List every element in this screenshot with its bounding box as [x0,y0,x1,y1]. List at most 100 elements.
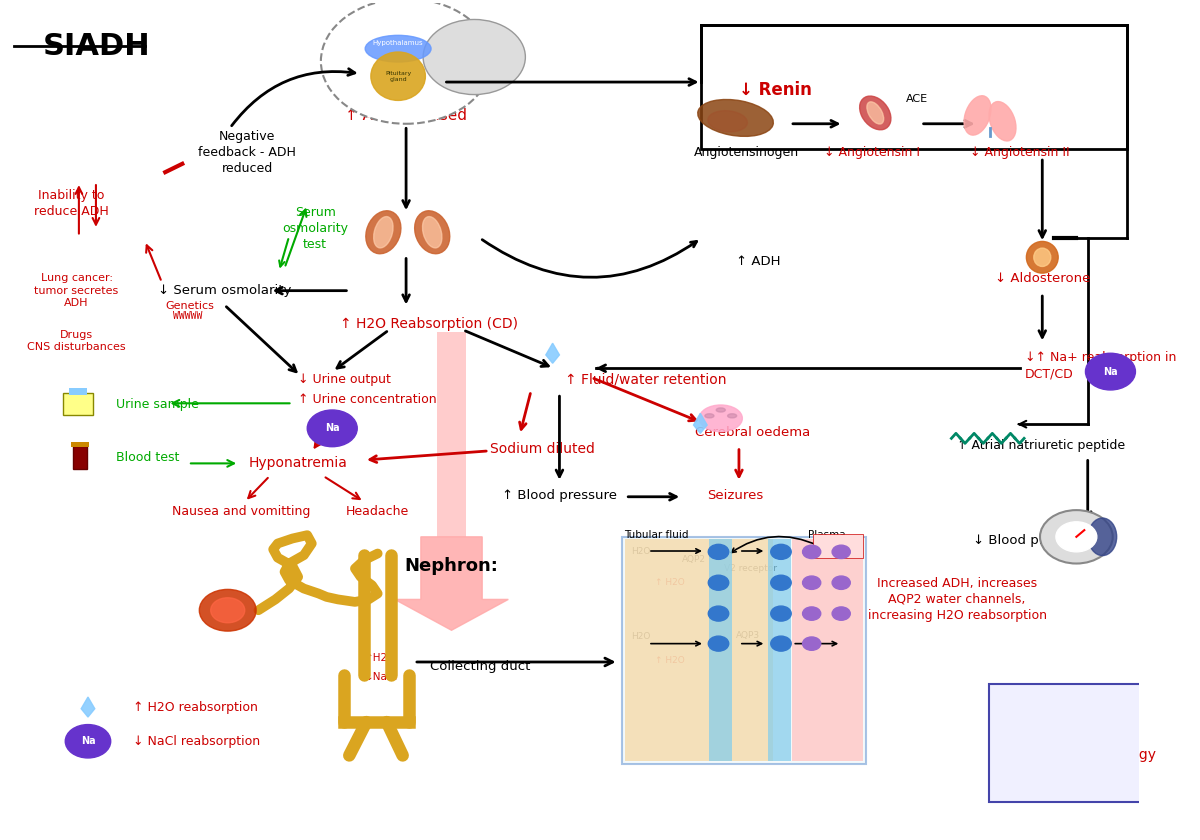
Circle shape [65,725,110,758]
Text: Plasma: Plasma [808,530,845,540]
Circle shape [770,575,791,591]
Circle shape [708,544,728,559]
Text: H2O: H2O [631,548,650,556]
Text: ↓ Renin: ↓ Renin [739,81,811,99]
Text: ↑ Fluid/water retention: ↑ Fluid/water retention [565,373,727,387]
Ellipse shape [866,102,883,124]
Text: AQP2: AQP2 [682,555,706,564]
Text: ↓ NaCl reabsorption: ↓ NaCl reabsorption [133,735,260,748]
Ellipse shape [1026,241,1058,273]
FancyBboxPatch shape [68,388,86,395]
Circle shape [199,590,256,631]
FancyBboxPatch shape [622,537,866,764]
FancyBboxPatch shape [768,539,791,761]
Text: Key:: Key: [1043,701,1076,715]
Text: Blood test: Blood test [116,451,180,464]
Text: ↓NaCl: ↓NaCl [365,672,397,682]
Text: Clinical test: Clinical test [1043,771,1123,785]
Text: Tubular fluid: Tubular fluid [624,530,689,540]
Text: Serum
osmolarity
test: Serum osmolarity test [282,206,348,250]
FancyBboxPatch shape [709,539,732,761]
Text: ↓ Angiotensin II: ↓ Angiotensin II [970,146,1069,160]
Text: Increased ADH, increases
AQP2 water channels,
increasing H2O reabsorption: Increased ADH, increases AQP2 water chan… [868,577,1046,622]
Text: ↓ Urine output: ↓ Urine output [298,374,391,386]
Text: Seizures: Seizures [708,489,763,501]
Circle shape [1040,510,1112,564]
Text: Angiotensinogen: Angiotensinogen [695,146,799,160]
Text: ↓ Angiotensin I: ↓ Angiotensin I [824,146,920,160]
Circle shape [832,576,851,590]
Ellipse shape [964,96,991,135]
Circle shape [803,545,821,559]
Text: ↑ ADH: ↑ ADH [736,255,780,268]
Text: ↑ Atrial natriuretic peptide: ↑ Atrial natriuretic peptide [958,438,1126,452]
Text: ↑ H2O: ↑ H2O [655,578,684,587]
Ellipse shape [1033,248,1051,266]
Text: Sodium diluted: Sodium diluted [490,442,595,456]
FancyBboxPatch shape [62,393,92,415]
Ellipse shape [365,35,431,62]
Circle shape [708,575,728,591]
Polygon shape [694,413,707,433]
Text: SIADH: SIADH [42,32,150,61]
Ellipse shape [989,102,1016,141]
Text: Inability to
reduce ADH: Inability to reduce ADH [34,188,108,218]
Circle shape [803,576,821,590]
Circle shape [803,637,821,650]
Text: ↑H2O: ↑H2O [366,653,397,663]
FancyBboxPatch shape [73,446,86,470]
Text: Lung cancer:
tumor secretes
ADH: Lung cancer: tumor secretes ADH [35,273,119,308]
Text: Na: Na [80,737,95,746]
FancyBboxPatch shape [812,534,863,558]
Text: Collecting duct: Collecting duct [430,659,530,673]
FancyBboxPatch shape [437,333,467,537]
Ellipse shape [366,211,401,254]
Circle shape [770,636,791,651]
Circle shape [832,545,851,559]
Text: AQP3: AQP3 [736,631,760,640]
Ellipse shape [371,52,425,101]
Ellipse shape [704,414,714,418]
Circle shape [1086,354,1135,390]
Circle shape [832,607,851,620]
Circle shape [320,0,491,123]
Text: Pituitary
gland: Pituitary gland [385,71,412,81]
Text: ↑ H2O reabsorption: ↑ H2O reabsorption [133,701,258,714]
Text: Negative
feedback - ADH
reduced: Negative feedback - ADH reduced [198,130,296,176]
Text: Hypothalamus: Hypothalamus [373,39,424,46]
Circle shape [708,636,728,651]
Ellipse shape [859,96,890,129]
Ellipse shape [697,99,773,136]
FancyBboxPatch shape [792,539,863,761]
Circle shape [211,598,245,622]
Text: Genetics: Genetics [166,301,215,311]
Circle shape [708,606,728,621]
Ellipse shape [716,408,725,412]
Text: Drugs
CNS disturbances: Drugs CNS disturbances [28,329,126,352]
Text: Hyponatremia: Hyponatremia [248,456,348,470]
Text: Na: Na [1103,366,1117,376]
Text: Na: Na [325,423,340,433]
Ellipse shape [422,217,442,248]
Text: ↓↑ Na+ reabsorption in
DCT/CD: ↓↑ Na+ reabsorption in DCT/CD [1025,351,1177,381]
Text: ↑ H2O: ↑ H2O [655,656,684,664]
FancyBboxPatch shape [989,684,1146,802]
Text: ↑ ADH released: ↑ ADH released [346,108,467,123]
Text: Cerebral oedema: Cerebral oedema [695,426,810,439]
Circle shape [770,606,791,621]
Text: H2O: H2O [631,633,650,642]
Ellipse shape [373,217,394,248]
Polygon shape [546,344,559,363]
Text: Nausea and vomitting: Nausea and vomitting [172,506,311,518]
Text: ↑ Blood pressure: ↑ Blood pressure [502,489,617,501]
Text: Headache: Headache [346,506,409,518]
Circle shape [770,544,791,559]
Text: Normal: Normal [1043,726,1093,740]
Text: ACE: ACE [906,94,929,103]
FancyBboxPatch shape [71,442,89,447]
Circle shape [1056,522,1097,552]
Text: ADH: ADH [828,545,847,554]
Text: Nephron:: Nephron: [404,557,498,575]
Polygon shape [395,537,509,630]
Circle shape [307,410,358,447]
